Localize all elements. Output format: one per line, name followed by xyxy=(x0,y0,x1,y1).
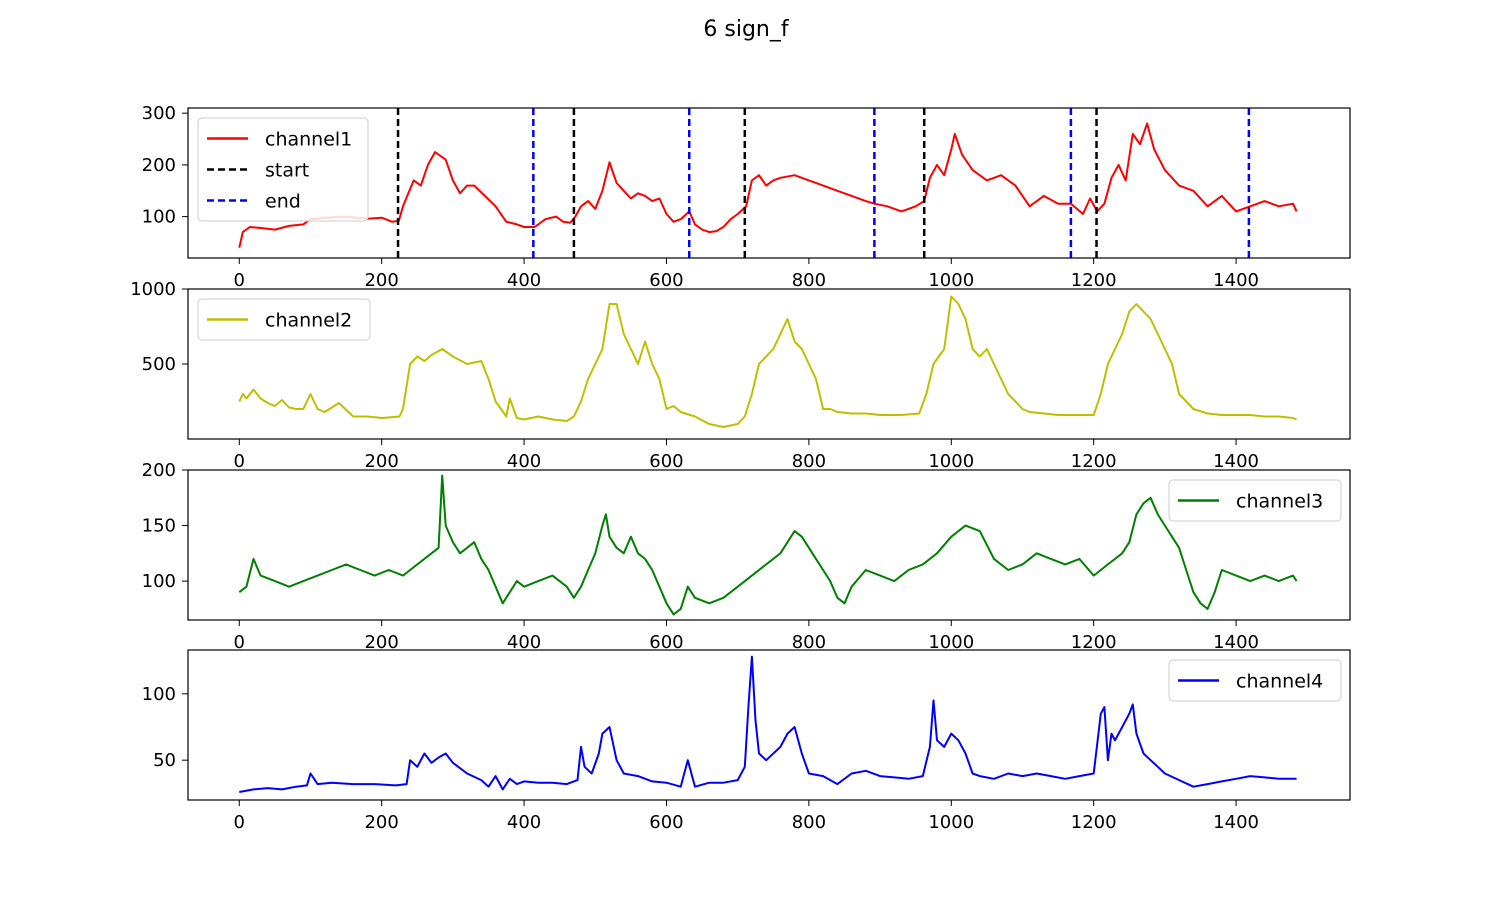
legend-label-channel4: channel4 xyxy=(1236,671,1323,693)
x-tick-label: 800 xyxy=(792,632,826,653)
channel1-line xyxy=(238,122,1298,248)
panel-1: 0 200 400 600 800 1000 1200 1400 100 200 300 channe… xyxy=(142,103,1351,291)
legend-label-channel2: channel2 xyxy=(265,310,352,332)
x-tick-label: 600 xyxy=(649,451,683,472)
x-tick-label: 0 xyxy=(234,632,245,653)
panel-3: 0 200 400 600 800 1000 1200 1400 100 150 200 channe… xyxy=(142,460,1351,653)
x-tick-label: 200 xyxy=(364,270,398,291)
x-tick-label: 1000 xyxy=(928,451,974,472)
y-tick-label: 500 xyxy=(142,354,176,375)
x-tick-label: 1200 xyxy=(1071,812,1117,833)
x-tick-label: 1200 xyxy=(1071,632,1117,653)
y-tick-label: 100 xyxy=(142,571,176,592)
x-tick-label: 400 xyxy=(507,451,541,472)
plot-area-1 xyxy=(238,108,1298,258)
legend-4: channel4 xyxy=(1168,659,1342,702)
x-tick-label: 200 xyxy=(364,632,398,653)
y-tick-label: 150 xyxy=(142,516,176,537)
axes-frame-3 xyxy=(187,469,1351,621)
x-tick-label: 1000 xyxy=(928,270,974,291)
x-tick-label: 1000 xyxy=(928,632,974,653)
panel-4: 0 200 400 600 800 1000 1200 1400 50 100 channel4 xyxy=(142,649,1351,833)
channel4-line xyxy=(239,655,1297,793)
x-tick-label: 1400 xyxy=(1213,812,1259,833)
legend-box xyxy=(197,298,371,341)
x-tick-label: 0 xyxy=(234,812,245,833)
x-tick-label: 600 xyxy=(649,812,683,833)
legend-label-end: end xyxy=(265,191,301,213)
x-tick-label: 800 xyxy=(792,270,826,291)
legend-2: channel2 xyxy=(197,298,371,341)
x-tick-label: 1200 xyxy=(1071,270,1117,291)
legend-1: channel1 start end xyxy=(197,117,369,222)
channel3-line xyxy=(238,474,1298,616)
channel2-line xyxy=(238,295,1297,428)
y-tick-label: 1000 xyxy=(130,279,176,300)
axes-frame-1 xyxy=(187,107,1351,259)
y-tick-label: 50 xyxy=(153,750,176,771)
x-tick-label: 200 xyxy=(364,812,398,833)
x-tick-label: 800 xyxy=(792,451,826,472)
legend-box xyxy=(1168,479,1342,522)
legend-label-channel3: channel3 xyxy=(1236,491,1323,513)
y-tick-label: 200 xyxy=(142,155,176,176)
x-tick-label: 400 xyxy=(507,270,541,291)
x-tick-label: 1200 xyxy=(1071,451,1117,472)
plot-area-4 xyxy=(239,655,1297,793)
legend-box xyxy=(1168,659,1342,702)
x-tick-label: 200 xyxy=(364,451,398,472)
x-tick-label: 1400 xyxy=(1213,270,1259,291)
x-tick-label: 1400 xyxy=(1213,632,1259,653)
x-tick-label: 400 xyxy=(507,632,541,653)
panel-2: 0 200 400 600 800 1000 1200 1400 500 1000 channel2 xyxy=(130,279,1351,472)
y-tick-label: 300 xyxy=(142,103,176,124)
panels: 0 200 400 600 800 1000 1200 1400100200300channe… xyxy=(130,103,1351,833)
x-tick-label: 800 xyxy=(792,812,826,833)
y-tick-label: 100 xyxy=(142,684,176,705)
x-tick-label: 400 xyxy=(507,812,541,833)
plot-area-2 xyxy=(238,295,1297,428)
figure-title: 6 sign_f xyxy=(703,17,789,42)
legend-3: channel3 xyxy=(1168,479,1342,522)
plot-area-3 xyxy=(238,474,1298,616)
y-tick-label: 200 xyxy=(142,460,176,481)
legend-box xyxy=(197,117,369,222)
axes-frame-4 xyxy=(187,649,1351,801)
x-tick-label: 0 xyxy=(234,270,245,291)
x-tick-label: 1400 xyxy=(1213,451,1259,472)
x-tick-label: 600 xyxy=(649,632,683,653)
y-tick-label: 100 xyxy=(142,207,176,228)
x-tick-label: 0 xyxy=(234,451,245,472)
legend-label-channel1: channel1 xyxy=(265,129,352,151)
x-tick-label: 600 xyxy=(649,270,683,291)
legend-label-start: start xyxy=(265,160,309,182)
x-tick-label: 1000 xyxy=(928,812,974,833)
